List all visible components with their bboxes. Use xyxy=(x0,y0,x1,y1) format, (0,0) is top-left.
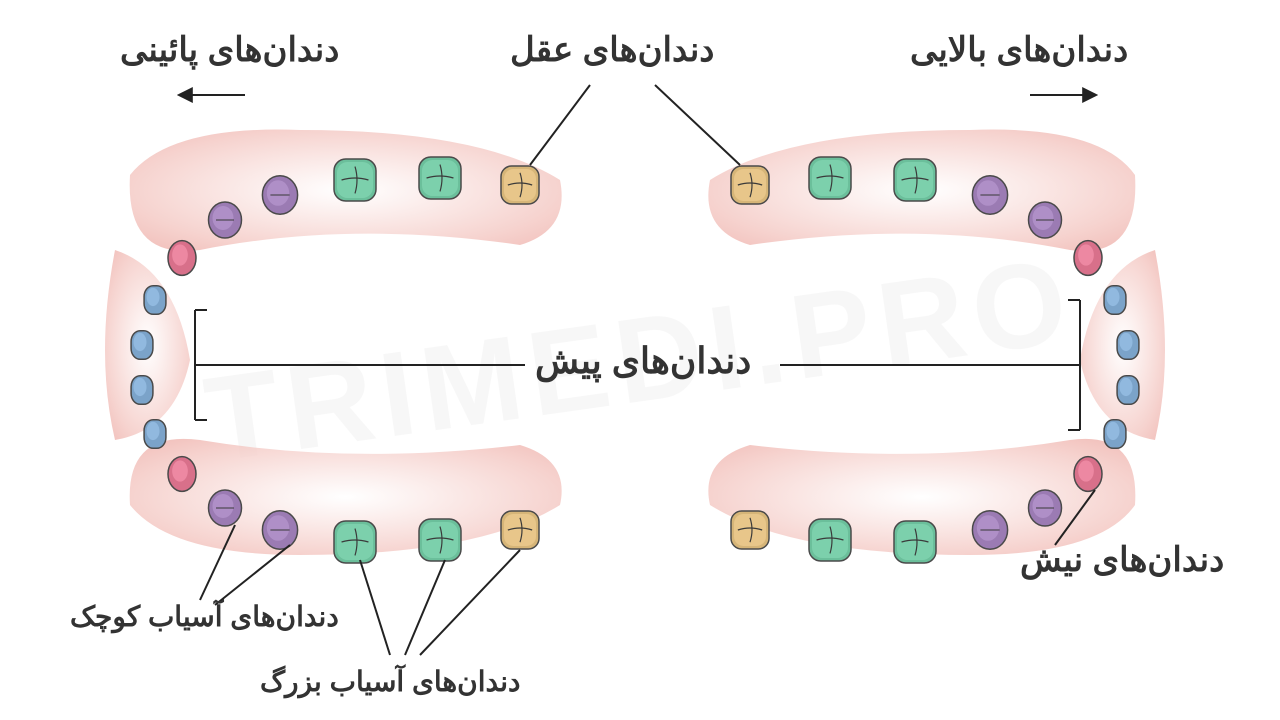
label-upper-teeth: دندان‌های بالایی xyxy=(910,30,1128,70)
label-front-teeth: دندان‌های پیش xyxy=(535,340,751,382)
label-lower-teeth: دندان‌های پائینی xyxy=(120,30,339,70)
label-canine-teeth: دندان‌های نیش xyxy=(1020,540,1224,580)
diagram-stage: TRIMEDI.PRO دندان‌های پائینی دندان‌های ع… xyxy=(0,0,1280,720)
label-molar-teeth: دندان‌های آسیاب بزرگ xyxy=(260,665,520,698)
label-premolar-teeth: دندان‌های آسیاب کوچک xyxy=(70,600,339,633)
label-wisdom-teeth: دندان‌های عقل xyxy=(510,30,714,70)
